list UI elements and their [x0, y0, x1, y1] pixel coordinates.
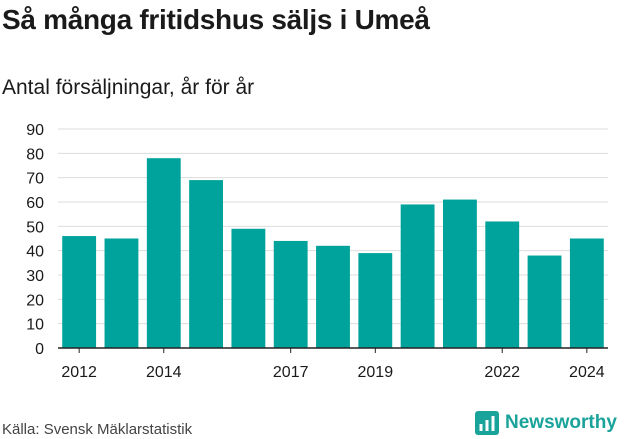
x-tick-label: 2012	[61, 364, 97, 381]
y-tick-label: 20	[26, 292, 44, 309]
y-tick-label: 80	[26, 146, 44, 163]
bar	[358, 253, 393, 348]
bar	[189, 180, 223, 348]
bar	[316, 245, 350, 348]
x-tick-label: 2017	[273, 364, 309, 381]
newsworthy-logo-icon	[475, 411, 499, 435]
bar	[62, 236, 97, 348]
x-tick-label: 2024	[569, 364, 605, 381]
bar	[231, 228, 266, 348]
bar	[485, 221, 520, 348]
source-note: Källa: Svensk Mäklarstatistik	[2, 421, 193, 438]
y-tick-label: 70	[26, 171, 44, 188]
y-tick-label: 40	[26, 244, 44, 261]
x-tick-label: 2014	[146, 364, 182, 381]
y-tick-label: 10	[26, 317, 44, 334]
bar	[443, 199, 477, 348]
bar	[527, 255, 562, 348]
y-tick-label: 90	[26, 122, 44, 139]
y-tick-label: 0	[35, 341, 44, 358]
bar	[400, 204, 435, 348]
y-tick-label: 50	[26, 219, 44, 236]
chart-title: Så många fritidshus säljs i Umeå	[2, 4, 430, 35]
y-tick-label: 30	[26, 268, 44, 285]
x-tick-label: 2022	[484, 364, 520, 381]
bar	[146, 158, 181, 348]
x-tick-label: 2019	[358, 364, 394, 381]
bar	[273, 240, 308, 348]
brand-name: Newsworthy	[505, 412, 617, 433]
brand-logo: Newsworthy	[475, 410, 617, 436]
y-tick-label: 60	[26, 195, 44, 212]
bar	[104, 238, 139, 348]
chart-subtitle: Antal försäljningar, år för år	[2, 76, 255, 99]
bar	[569, 238, 604, 348]
